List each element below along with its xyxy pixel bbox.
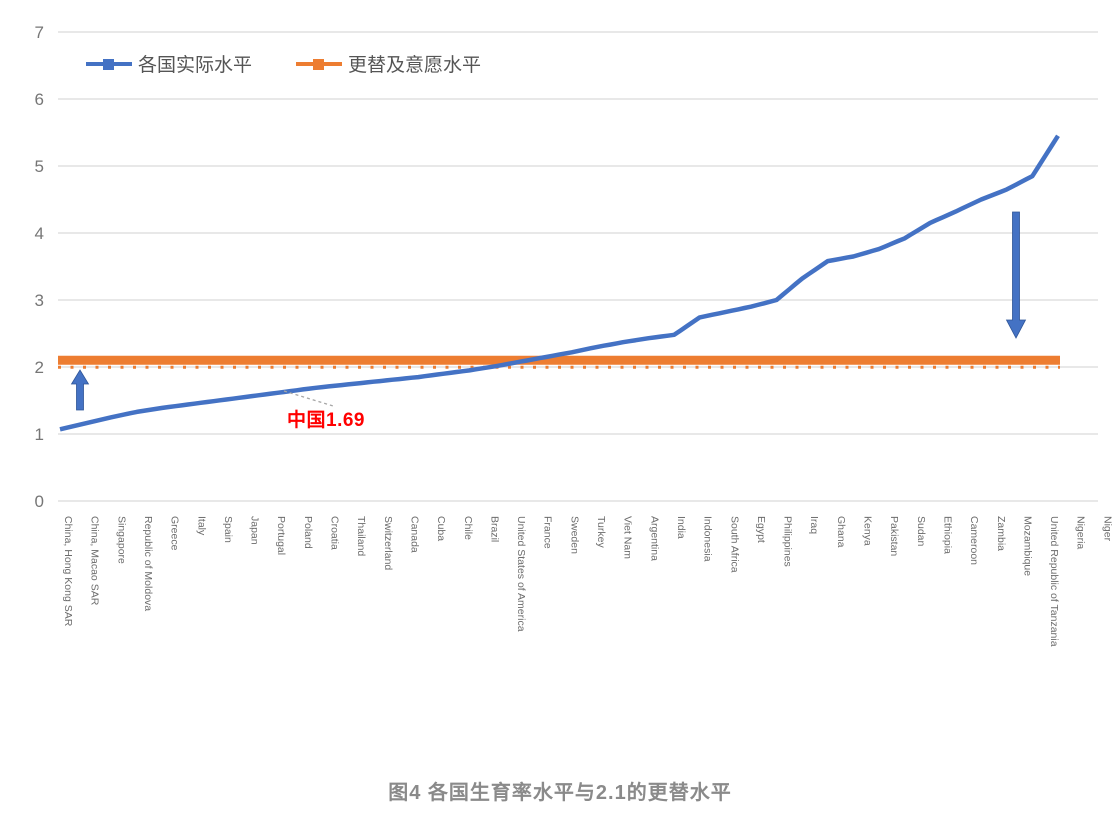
arrow-up-icon	[70, 369, 90, 411]
y-axis-label: 0	[35, 492, 44, 511]
y-axis-label: 3	[35, 291, 44, 310]
x-axis-label: Niger	[1101, 516, 1113, 542]
x-axis-label: United Republic of Tanzania	[1048, 516, 1060, 647]
x-axis-label: Greece	[169, 516, 181, 551]
x-axis-label: Cameroon	[968, 516, 980, 565]
x-axis-label: Brazil	[488, 516, 500, 542]
x-axis-label: Zambia	[995, 516, 1007, 551]
legend-label-actual: 各国实际水平	[138, 55, 253, 76]
y-axis-label: 7	[35, 23, 44, 42]
x-axis-label: Iraq	[808, 516, 820, 534]
y-axis-label: 2	[35, 358, 44, 377]
x-axis-label: Republic of Moldova	[142, 516, 154, 611]
x-axis-label: Thailand	[355, 516, 367, 556]
annotation-leader-line	[283, 390, 334, 407]
actual-fertility-line	[59, 134, 1060, 432]
x-axis-label: China, Hong Kong SAR	[62, 516, 74, 627]
x-axis-label: Nigeria	[1075, 516, 1087, 549]
y-axis-label: 1	[35, 425, 44, 444]
x-axis-label: Italy	[195, 516, 207, 536]
x-axis-label: Pakistan	[888, 516, 900, 556]
x-axis-label: France	[542, 516, 554, 549]
line-marker-icon	[86, 58, 132, 70]
x-axis-label: Turkey	[595, 516, 607, 548]
x-axis-label: Spain	[222, 516, 234, 543]
figure-caption: 图4 各国生育率水平与2.1的更替水平	[388, 782, 732, 804]
x-axis-label: Chile	[462, 516, 474, 540]
x-axis-label: Croatia	[329, 516, 341, 550]
china-annotation: 中国1.69	[287, 410, 365, 431]
x-axis-label: Viet Nam	[622, 516, 634, 559]
y-axis-label: 5	[35, 157, 44, 176]
x-axis-label: Ethiopia	[941, 516, 953, 554]
legend-square	[103, 58, 114, 70]
x-axis-label: Switzerland	[382, 516, 394, 570]
x-axis-label: Singapore	[115, 516, 127, 564]
x-axis-label: Egypt	[755, 516, 767, 543]
line-marker-icon	[296, 58, 343, 70]
x-axis-label: Japan	[249, 516, 261, 545]
x-axis-label: Argentina	[648, 516, 660, 561]
arrow-down-icon	[1005, 211, 1027, 339]
y-axis-label: 6	[35, 90, 44, 109]
x-axis-label: United States of America	[515, 516, 527, 632]
x-axis-label: Cuba	[435, 516, 447, 541]
legend-item-replacement: 更替及意愿水平	[296, 50, 481, 77]
y-axis-label: 4	[35, 224, 44, 243]
x-axis-label: Mozambique	[1021, 516, 1033, 576]
x-axis-label: China, Macao SAR	[89, 516, 101, 606]
x-axis-label: Kenya	[862, 516, 874, 546]
legend-square	[313, 58, 325, 70]
x-axis-label: South Africa	[728, 516, 740, 573]
x-axis-label: Sweden	[568, 516, 580, 554]
x-axis-label: Ghana	[835, 516, 847, 548]
x-axis-label: Poland	[302, 516, 314, 549]
legend: 各国实际水平 更替及意愿水平	[86, 50, 481, 77]
x-axis-label: India	[675, 516, 687, 539]
x-axis-label: Sudan	[915, 516, 927, 547]
x-axis-label: Portugal	[275, 516, 287, 555]
x-axis-label: Philippines	[782, 516, 794, 567]
legend-item-actual: 各国实际水平	[86, 50, 252, 77]
x-axis-label: Canada	[408, 516, 420, 553]
legend-label-replacement: 更替及意愿水平	[348, 55, 482, 76]
x-axis-label: Indonesia	[702, 516, 714, 562]
chart-canvas: 0 1 2 3 4 5 6 7 China, Hong Kong SAR China, Macao…	[35, 23, 1114, 647]
